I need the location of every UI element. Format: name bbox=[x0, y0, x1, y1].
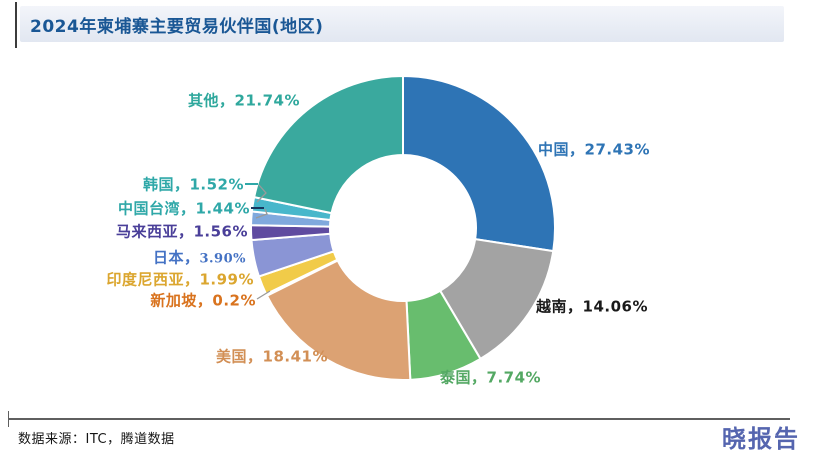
footer-divider bbox=[8, 418, 790, 420]
brand-logo: 晓报告 bbox=[722, 425, 800, 451]
data-source-note: 数据来源：ITC，腾道数据 bbox=[18, 432, 175, 447]
chart-title-bar: 2024年柬埔寨主要贸易伙伴国(地区) bbox=[20, 6, 784, 42]
footer-divider-tick bbox=[8, 411, 9, 427]
leader-line-taiwan bbox=[255, 208, 268, 219]
leader-line-singapore bbox=[256, 290, 271, 300]
header-left-border bbox=[15, 2, 17, 48]
slice-usa bbox=[265, 259, 412, 381]
leader-line-korea bbox=[256, 184, 267, 203]
slice-others bbox=[253, 75, 404, 215]
slice-china bbox=[402, 75, 556, 253]
chart-title: 2024年柬埔寨主要贸易伙伴国(地区) bbox=[30, 16, 324, 37]
